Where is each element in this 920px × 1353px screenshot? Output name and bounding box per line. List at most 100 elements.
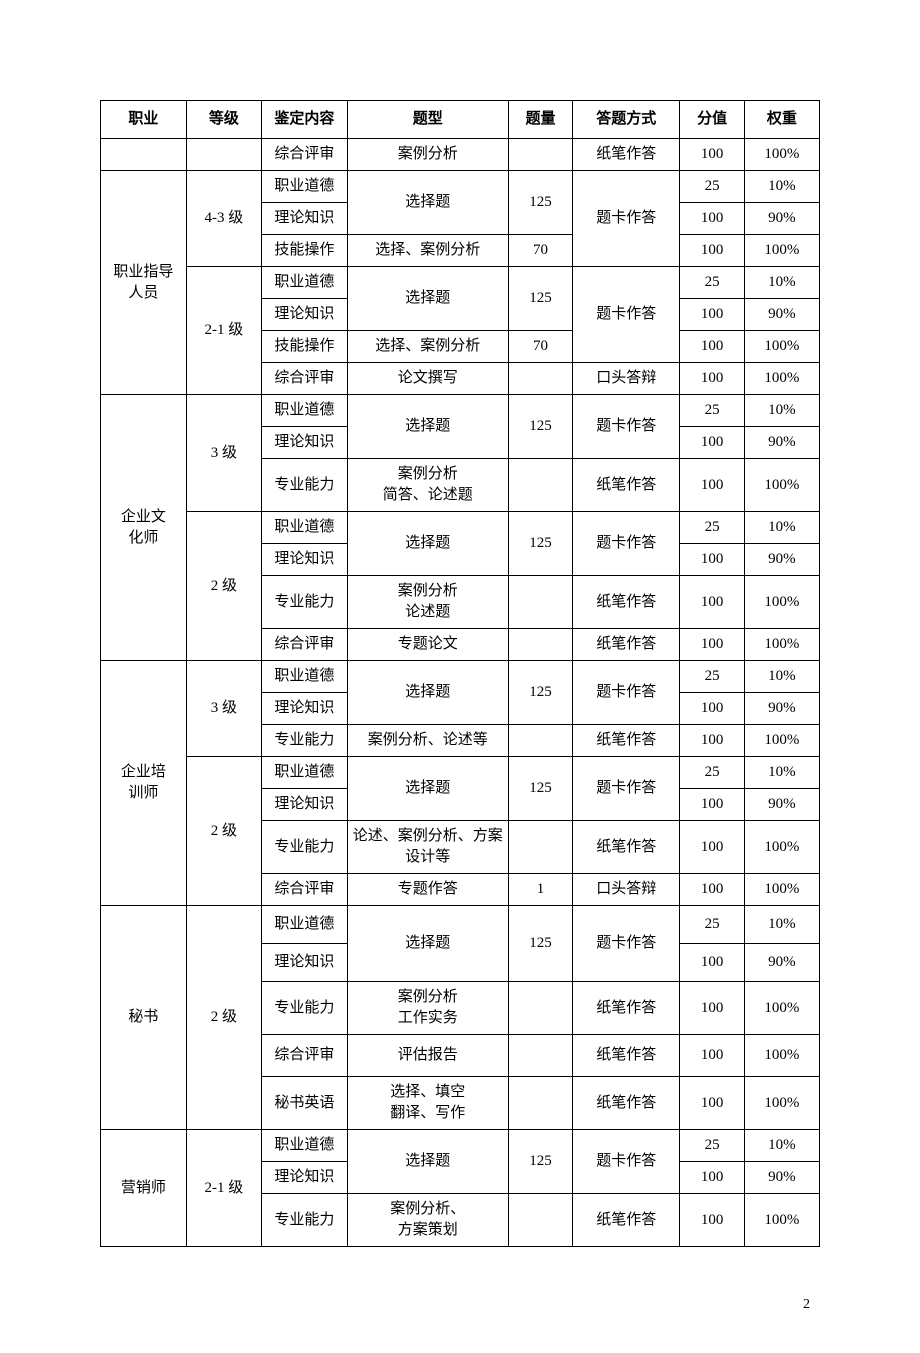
table-row: 2 级 职业道德 选择题 125 题卡作答 25 10%	[101, 757, 820, 789]
cell-level: 4-3 级	[186, 171, 261, 267]
cell-occupation: 企业文化师	[101, 395, 187, 661]
cell: 100%	[744, 874, 819, 906]
cell	[508, 459, 572, 512]
cell: 职业道德	[261, 395, 347, 427]
cell: 100	[680, 139, 744, 171]
cell: 100%	[744, 821, 819, 874]
table-header-row: 职业 等级 鉴定内容 题型 题量 答题方式 分值 权重	[101, 101, 820, 139]
cell: 纸笔作答	[573, 1077, 680, 1130]
cell: 100%	[744, 1077, 819, 1130]
cell: 职业道德	[261, 757, 347, 789]
cell: 题卡作答	[573, 1130, 680, 1194]
cell: 案例分析简答、论述题	[347, 459, 508, 512]
cell: 理论知识	[261, 544, 347, 576]
cell: 100	[680, 299, 744, 331]
cell: 100	[680, 725, 744, 757]
cell: 100	[680, 1035, 744, 1077]
cell	[101, 139, 187, 171]
cell: 理论知识	[261, 789, 347, 821]
page-number: 2	[100, 1247, 820, 1313]
cell: 100	[680, 693, 744, 725]
cell-level: 3 级	[186, 661, 261, 757]
cell: 技能操作	[261, 235, 347, 267]
cell: 口头答辩	[573, 874, 680, 906]
cell-level: 2-1 级	[186, 1130, 261, 1247]
cell: 职业道德	[261, 1130, 347, 1162]
cell: 题卡作答	[573, 512, 680, 576]
cell: 90%	[744, 299, 819, 331]
cell: 100%	[744, 459, 819, 512]
cell: 100	[680, 789, 744, 821]
cell: 综合评审	[261, 139, 347, 171]
cell: 25	[680, 661, 744, 693]
cell: 题卡作答	[573, 395, 680, 459]
cell: 100%	[744, 363, 819, 395]
table-row: 企业文化师 3 级 职业道德 选择题 125 题卡作答 25 10%	[101, 395, 820, 427]
table-row: 2-1 级 职业道德 选择题 125 题卡作答 25 10%	[101, 267, 820, 299]
cell: 125	[508, 512, 572, 576]
cell: 题卡作答	[573, 757, 680, 821]
table-row: 营销师 2-1 级 职业道德 选择题 125 题卡作答 25 10%	[101, 1130, 820, 1162]
cell: 选择题	[347, 512, 508, 576]
cell: 秘书英语	[261, 1077, 347, 1130]
cell: 纸笔作答	[573, 821, 680, 874]
cell	[508, 1035, 572, 1077]
cell: 100	[680, 1077, 744, 1130]
cell: 10%	[744, 267, 819, 299]
table-row: 秘书 2 级 职业道德 选择题 125 题卡作答 25 10%	[101, 906, 820, 944]
cell: 100	[680, 576, 744, 629]
document-page: 职业 等级 鉴定内容 题型 题量 答题方式 分值 权重 综合评审 案例分析 纸笔…	[0, 0, 920, 1353]
cell: 职业道德	[261, 267, 347, 299]
cell: 理论知识	[261, 427, 347, 459]
th-score: 分值	[680, 101, 744, 139]
th-method: 答题方式	[573, 101, 680, 139]
cell: 专业能力	[261, 982, 347, 1035]
cell: 综合评审	[261, 629, 347, 661]
cell: 100%	[744, 1194, 819, 1247]
cell: 理论知识	[261, 299, 347, 331]
cell: 选择题	[347, 1130, 508, 1194]
cell: 100%	[744, 576, 819, 629]
cell: 技能操作	[261, 331, 347, 363]
th-weight: 权重	[744, 101, 819, 139]
cell: 10%	[744, 661, 819, 693]
cell: 100%	[744, 629, 819, 661]
cell: 10%	[744, 395, 819, 427]
cell: 选择题	[347, 267, 508, 331]
cell: 90%	[744, 203, 819, 235]
cell: 综合评审	[261, 874, 347, 906]
cell-occupation: 企业培训师	[101, 661, 187, 906]
cell: 论述、案例分析、方案设计等	[347, 821, 508, 874]
cell: 100	[680, 544, 744, 576]
cell: 选择题	[347, 661, 508, 725]
cell: 125	[508, 267, 572, 331]
cell	[508, 982, 572, 1035]
cell-level: 2-1 级	[186, 267, 261, 395]
cell	[508, 363, 572, 395]
cell: 125	[508, 757, 572, 821]
cell: 选择、案例分析	[347, 331, 508, 363]
cell: 100	[680, 203, 744, 235]
cell: 100	[680, 1162, 744, 1194]
cell: 理论知识	[261, 203, 347, 235]
cell: 70	[508, 235, 572, 267]
exam-table: 职业 等级 鉴定内容 题型 题量 答题方式 分值 权重 综合评审 案例分析 纸笔…	[100, 100, 820, 1247]
cell: 专业能力	[261, 1194, 347, 1247]
cell: 选择题	[347, 906, 508, 982]
cell	[186, 139, 261, 171]
cell: 1	[508, 874, 572, 906]
cell-level: 3 级	[186, 395, 261, 512]
cell: 90%	[744, 693, 819, 725]
cell: 125	[508, 1130, 572, 1194]
cell: 职业道德	[261, 661, 347, 693]
cell: 案例分析论述题	[347, 576, 508, 629]
cell: 100	[680, 427, 744, 459]
cell: 25	[680, 267, 744, 299]
cell: 职业道德	[261, 906, 347, 944]
cell: 10%	[744, 757, 819, 789]
cell-level: 2 级	[186, 906, 261, 1130]
cell: 纸笔作答	[573, 1194, 680, 1247]
cell: 专业能力	[261, 576, 347, 629]
cell: 100	[680, 874, 744, 906]
cell: 100%	[744, 139, 819, 171]
